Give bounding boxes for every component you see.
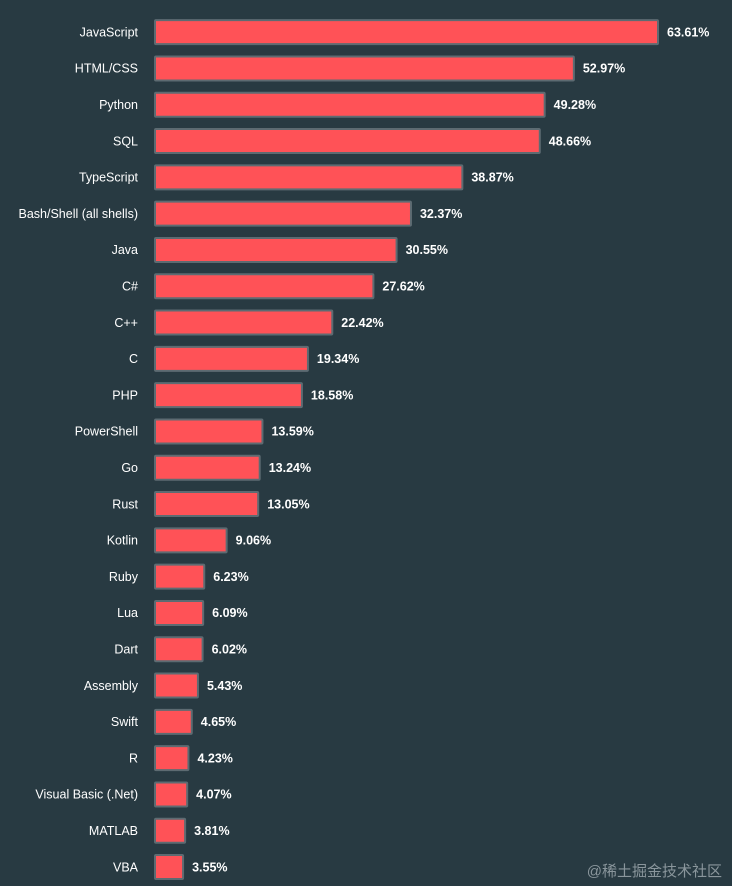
- bar: [154, 200, 412, 227]
- category-label: C#: [122, 280, 138, 294]
- bar: [154, 527, 228, 554]
- bar: [154, 164, 464, 191]
- category-label: HTML/CSS: [75, 62, 138, 76]
- category-label: R: [129, 751, 138, 765]
- bar: [154, 128, 541, 155]
- category-label: MATLAB: [89, 824, 138, 838]
- value-label: 3.81%: [194, 824, 229, 838]
- value-label: 3.55%: [192, 860, 227, 874]
- bar: [154, 454, 261, 481]
- bar: [154, 491, 260, 518]
- category-label: Java: [112, 243, 138, 257]
- category-label: Python: [99, 98, 138, 112]
- bar: [154, 854, 185, 881]
- value-label: 4.65%: [201, 715, 236, 729]
- category-label: TypeScript: [79, 171, 139, 185]
- category-label: Bash/Shell (all shells): [19, 207, 139, 221]
- bar: [154, 345, 309, 372]
- category-label: JavaScript: [80, 25, 139, 39]
- category-label: Dart: [114, 643, 138, 657]
- category-label: VBA: [113, 860, 139, 874]
- value-label: 18.58%: [311, 388, 353, 402]
- value-label: 13.24%: [269, 461, 311, 475]
- category-label: Go: [121, 461, 138, 475]
- bar: [154, 708, 193, 735]
- value-label: 6.02%: [212, 643, 247, 657]
- value-label: 4.07%: [196, 788, 231, 802]
- value-label: 52.97%: [583, 62, 625, 76]
- value-label: 13.05%: [267, 497, 309, 511]
- bar: [154, 563, 206, 590]
- category-label: PHP: [112, 388, 138, 402]
- category-label: Ruby: [109, 570, 139, 584]
- watermark: @稀土掘金技术社区: [587, 863, 722, 880]
- bar: [154, 236, 398, 263]
- category-label: Assembly: [84, 679, 139, 693]
- category-label: SQL: [113, 134, 138, 148]
- bar: [154, 599, 205, 626]
- category-label: C++: [114, 316, 138, 330]
- value-label: 48.66%: [549, 134, 591, 148]
- bar: [154, 745, 190, 772]
- bar: [154, 672, 199, 699]
- category-label: Swift: [111, 715, 139, 729]
- value-label: 6.23%: [213, 570, 248, 584]
- value-label: 9.06%: [236, 534, 271, 548]
- value-label: 27.62%: [382, 280, 424, 294]
- category-label: Lua: [117, 606, 138, 620]
- value-label: 5.43%: [207, 679, 242, 693]
- value-label: 38.87%: [471, 171, 513, 185]
- value-label: 22.42%: [341, 316, 383, 330]
- value-label: 4.23%: [197, 751, 232, 765]
- bar: [154, 55, 575, 82]
- value-label: 13.59%: [271, 425, 313, 439]
- bar: [154, 91, 546, 118]
- bar: [154, 781, 189, 808]
- category-label: Visual Basic (.Net): [35, 788, 138, 802]
- bar: [154, 817, 187, 844]
- bar: [154, 382, 303, 409]
- category-label: Kotlin: [107, 534, 138, 548]
- bar: [154, 273, 375, 300]
- value-label: 49.28%: [554, 98, 596, 112]
- bar: [154, 19, 659, 46]
- category-label: PowerShell: [75, 425, 138, 439]
- value-label: 30.55%: [406, 243, 448, 257]
- value-label: 19.34%: [317, 352, 359, 366]
- category-label: Rust: [112, 497, 138, 511]
- value-label: 32.37%: [420, 207, 462, 221]
- value-label: 63.61%: [667, 25, 709, 39]
- bar: [154, 309, 334, 336]
- category-label: C: [129, 352, 138, 366]
- bar: [154, 636, 204, 663]
- bar: [154, 418, 264, 445]
- value-label: 6.09%: [212, 606, 247, 620]
